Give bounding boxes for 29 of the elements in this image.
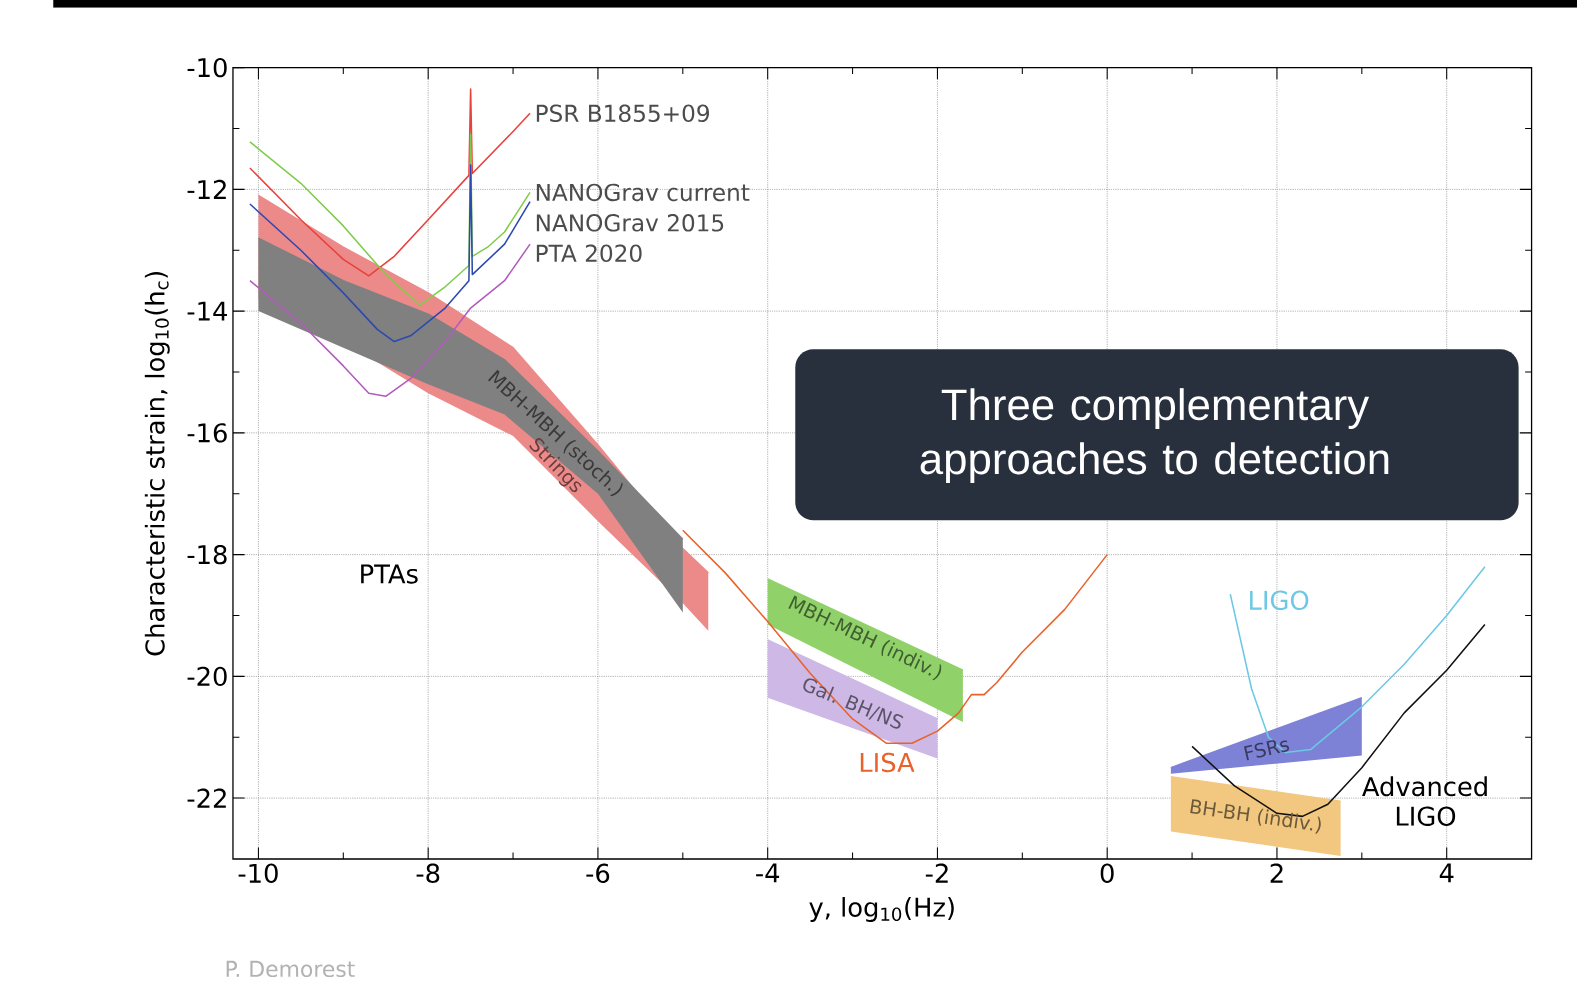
x-tick-label: 0	[1100, 863, 1114, 883]
x-tick-label: -2	[925, 863, 948, 883]
series-label: Advanced LIGO	[1362, 776, 1487, 826]
y-tick-label: -12	[187, 179, 226, 199]
y-tick-label: -10	[187, 57, 227, 78]
x-tick-label: -6	[586, 863, 610, 883]
x-tick-label: -4	[756, 863, 780, 883]
x-axis-title: y, log$_{10}$(Hz)	[809, 896, 954, 922]
series-label: LIGO	[1250, 590, 1309, 610]
y-tick-label: -22	[187, 788, 226, 808]
annotation: PTAs	[361, 564, 418, 584]
series-label: NANOGrav current	[536, 183, 750, 202]
y-axis-title: Characteristic strain, log$_{10}$(h$_{c}$)	[144, 271, 170, 656]
text: BH-BH (indiv.)	[1190, 799, 1321, 834]
text: FSRs	[1243, 740, 1290, 761]
y-tick-label: -14	[187, 301, 227, 321]
series-label: PTA 2020	[536, 244, 642, 262]
x-tick-label: 2	[1270, 863, 1283, 883]
x-tick-label: -10	[238, 863, 278, 883]
x-tick-label: -8	[416, 863, 440, 883]
y-tick-label: -16	[187, 423, 227, 443]
series-label: LISA	[860, 752, 915, 773]
y-tick-label: -20	[187, 666, 227, 687]
series-label: NANOGrav 2015	[536, 213, 724, 232]
x-tick-label: 4	[1439, 863, 1454, 883]
annotation: Three complementary approaches to detection	[920, 388, 1389, 483]
y-tick-label: -18	[187, 544, 227, 565]
text: P. Demorest	[226, 960, 355, 978]
series-label: PSR B1855+09	[536, 104, 709, 122]
